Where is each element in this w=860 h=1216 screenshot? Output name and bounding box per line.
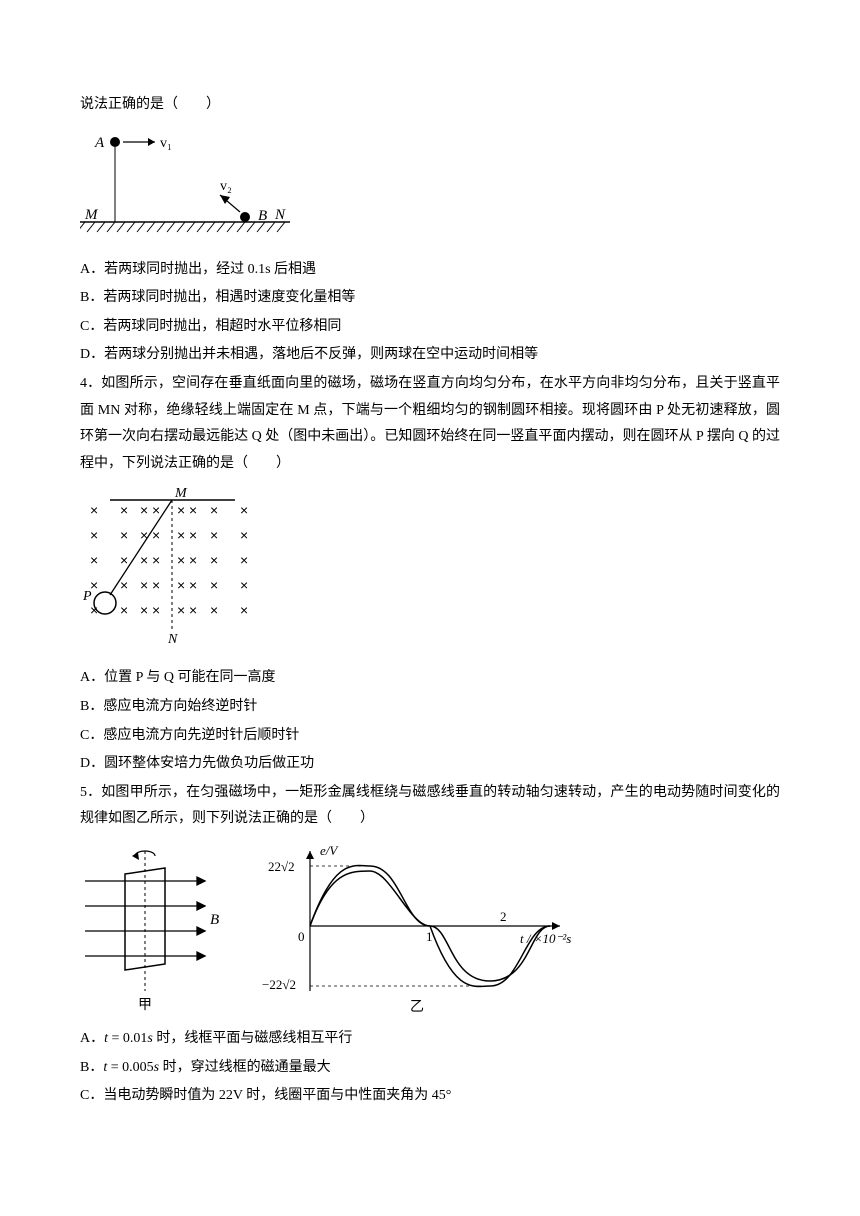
- q5-xtick1: 1: [426, 929, 433, 944]
- svg-text:×: ×: [120, 602, 128, 618]
- svg-text:×: ×: [240, 502, 248, 518]
- svg-text:×: ×: [90, 552, 98, 568]
- q5-zero: 0: [298, 929, 305, 944]
- svg-text:×: ×: [90, 502, 98, 518]
- svg-text:×: ×: [177, 552, 185, 568]
- svg-text:×: ×: [140, 552, 148, 568]
- q3-option-B: B．若两球同时抛出，相遇时速度变化量相等: [80, 285, 780, 312]
- q4-label-P: P: [82, 589, 92, 604]
- svg-text:×: ×: [152, 602, 160, 618]
- svg-text:×: ×: [152, 502, 160, 518]
- svg-text:×: ×: [210, 577, 218, 593]
- svg-text:×: ×: [140, 577, 148, 593]
- svg-text:×: ×: [210, 502, 218, 518]
- svg-text:×: ×: [120, 527, 128, 543]
- svg-text:×: ×: [140, 502, 148, 518]
- q3-option-D: D．若两球分别抛出并未相遇，落地后不反弹，则两球在空中运动时间相等: [80, 342, 780, 369]
- q5-ypos: 22√2: [268, 859, 295, 874]
- q4-option-D: D．圆环整体安培力先做负功后做正功: [80, 751, 780, 778]
- q4-label-N: N: [167, 632, 178, 647]
- svg-text:×: ×: [177, 502, 185, 518]
- q4-option-B: B．感应电流方向始终逆时针: [80, 694, 780, 721]
- svg-text:×: ×: [140, 527, 148, 543]
- q3-stem-tail: 说法正确的是（ ）: [80, 92, 780, 119]
- q5-caption-right: 乙: [410, 999, 424, 1015]
- svg-text:×: ×: [189, 577, 197, 593]
- svg-text:×: ×: [210, 602, 218, 618]
- svg-text:×: ×: [189, 527, 197, 543]
- q3-option-C: C．若两球同时抛出，相超时水平位移相同: [80, 314, 780, 341]
- q3-label-B: B: [258, 208, 267, 224]
- q5-caption-left: 甲: [138, 998, 152, 1013]
- q4-label-M: M: [174, 486, 188, 501]
- q5-option-A: A．t = 0.01s 时，线框平面与磁感线相互平行: [80, 1026, 780, 1053]
- q3-label-v1: v₁: [160, 136, 172, 151]
- svg-text:×: ×: [177, 527, 185, 543]
- q5-xlabel: t / ×10⁻²s: [520, 931, 571, 946]
- q3-label-M: M: [84, 207, 99, 223]
- svg-text:×: ×: [120, 502, 128, 518]
- svg-text:×: ×: [189, 502, 197, 518]
- q5-option-C: C．当电动势瞬时值为 22V 时，线圈平面与中性面夹角为 45°: [80, 1083, 780, 1110]
- q4-figure: ×××× ×××× ×××× ×××× ×××× ×××× ×××× ×××× …: [80, 485, 780, 655]
- svg-text:×: ×: [90, 527, 98, 543]
- q5-xtick2: 2: [500, 909, 507, 924]
- q5-stem: 5．如图甲所示，在匀强磁场中，一矩形金属线框绕与磁感线垂直的转动轴匀速转动，产生…: [80, 780, 780, 833]
- svg-text:×: ×: [152, 552, 160, 568]
- q4-option-A: A．位置 P 与 Q 可能在同一高度: [80, 665, 780, 692]
- svg-text:×: ×: [120, 552, 128, 568]
- q4-stem: 4．如图所示，空间存在垂直纸面向里的磁场，磁场在竖直方向均匀分布，在水平方向非均…: [80, 371, 780, 477]
- svg-text:×: ×: [240, 602, 248, 618]
- q5-option-B: B．t = 0.005s 时，穿过线框的磁通量最大: [80, 1055, 780, 1082]
- svg-text:×: ×: [189, 602, 197, 618]
- q3-label-N: N: [274, 207, 286, 223]
- q4-option-C: C．感应电流方向先逆时针后顺时针: [80, 723, 780, 750]
- svg-text:×: ×: [189, 552, 197, 568]
- q3-option-A: A．若两球同时抛出，经过 0.1s 后相遇: [80, 257, 780, 284]
- q3-figure: A v₁ B v₂ M N: [80, 127, 780, 247]
- svg-text:×: ×: [120, 577, 128, 593]
- svg-text:×: ×: [210, 527, 218, 543]
- svg-text:×: ×: [240, 552, 248, 568]
- q5-label-B: B: [210, 912, 219, 928]
- q3-label-A: A: [94, 135, 105, 151]
- svg-text:×: ×: [140, 602, 148, 618]
- svg-text:×: ×: [240, 527, 248, 543]
- q5-ylabel: e/V: [320, 843, 339, 858]
- svg-text:×: ×: [177, 577, 185, 593]
- q3-label-v2: v₂: [220, 179, 232, 194]
- svg-text:×: ×: [210, 552, 218, 568]
- q5-yneg: −22√2: [262, 977, 296, 992]
- svg-text:×: ×: [177, 602, 185, 618]
- svg-text:×: ×: [152, 577, 160, 593]
- q5-figure: B 甲 e/V 22√2 −22√2 0 1 2 t / ×10⁻²s 乙: [80, 841, 780, 1016]
- svg-text:×: ×: [240, 577, 248, 593]
